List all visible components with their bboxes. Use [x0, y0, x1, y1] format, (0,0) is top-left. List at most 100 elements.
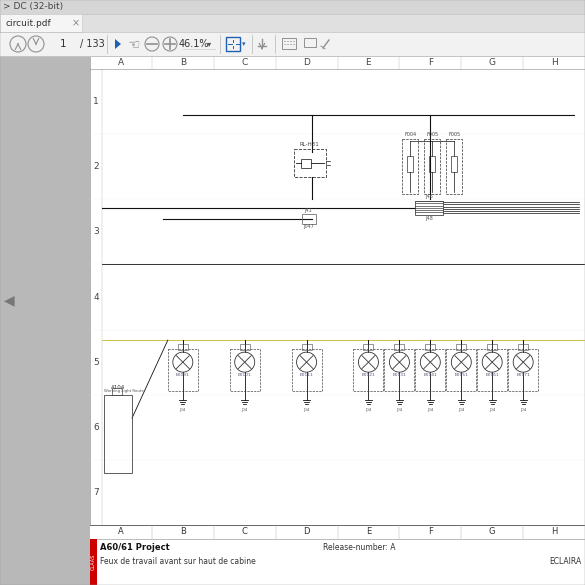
- Bar: [446, 349, 476, 391]
- Bar: [477, 349, 507, 391]
- Text: A60/61 Project: A60/61 Project: [100, 542, 170, 552]
- Polygon shape: [115, 39, 121, 49]
- Bar: [0, 32, 585, 56]
- Bar: [304, 38, 316, 47]
- Bar: [394, 344, 404, 350]
- Bar: [90, 525, 585, 585]
- Text: 46.1%: 46.1%: [179, 39, 209, 49]
- Text: E0151: E0151: [455, 373, 468, 377]
- Text: C: C: [242, 528, 247, 536]
- Bar: [456, 344, 466, 350]
- Bar: [301, 214, 315, 224]
- Text: ×: ×: [72, 18, 80, 28]
- Bar: [429, 156, 435, 172]
- Bar: [0, 14, 82, 32]
- Bar: [104, 395, 132, 473]
- Text: B: B: [180, 528, 186, 536]
- Bar: [90, 56, 585, 525]
- Text: B: B: [180, 58, 186, 67]
- Text: F: F: [428, 58, 433, 67]
- Bar: [363, 344, 373, 350]
- Text: J04: J04: [365, 408, 371, 412]
- Bar: [508, 349, 538, 391]
- Bar: [301, 159, 311, 168]
- Text: 6: 6: [93, 423, 99, 432]
- Text: H: H: [550, 58, 558, 67]
- Text: ☜: ☜: [128, 37, 140, 51]
- Text: J047: J047: [303, 224, 314, 229]
- Bar: [0, 56, 90, 585]
- Text: 1: 1: [93, 97, 99, 106]
- Text: D: D: [303, 528, 310, 536]
- Bar: [90, 539, 97, 585]
- Bar: [402, 139, 418, 194]
- Text: 4: 4: [93, 292, 99, 301]
- Bar: [226, 37, 240, 51]
- Bar: [446, 139, 462, 194]
- Text: 3: 3: [93, 228, 99, 236]
- Bar: [291, 349, 322, 391]
- Text: J04: J04: [396, 408, 402, 412]
- Text: 7: 7: [93, 488, 99, 497]
- Text: J04: J04: [304, 408, 309, 412]
- Text: J04: J04: [180, 408, 186, 412]
- Text: A104: A104: [111, 385, 125, 390]
- Text: Working Light Router: Working Light Router: [104, 388, 146, 393]
- Text: Feux de travail avant sur haut de cabine: Feux de travail avant sur haut de cabine: [100, 556, 256, 566]
- Text: H: H: [551, 528, 558, 536]
- Text: E0171: E0171: [517, 373, 530, 377]
- Text: C: C: [242, 58, 248, 67]
- Bar: [415, 201, 443, 215]
- Text: J04: J04: [458, 408, 464, 412]
- Bar: [424, 139, 441, 194]
- Text: G: G: [488, 58, 495, 67]
- Bar: [282, 38, 296, 49]
- Bar: [0, 0, 585, 14]
- Text: ▾: ▾: [242, 41, 246, 47]
- Text: A: A: [118, 58, 124, 67]
- Text: F005: F005: [448, 132, 460, 137]
- Text: > DC (32-bit): > DC (32-bit): [3, 2, 63, 12]
- Text: RL-H31: RL-H31: [300, 142, 319, 147]
- Text: E0141: E0141: [424, 373, 437, 377]
- Bar: [384, 349, 414, 391]
- Text: Release-number: A: Release-number: A: [323, 542, 395, 552]
- Bar: [168, 349, 198, 391]
- Text: / 133: / 133: [80, 39, 105, 49]
- Text: F005: F005: [426, 132, 438, 137]
- Text: 1: 1: [60, 39, 66, 49]
- Text: E0121: E0121: [362, 373, 376, 377]
- Bar: [353, 349, 383, 391]
- Bar: [451, 156, 457, 172]
- Text: CLAAS: CLAAS: [91, 554, 96, 570]
- Text: E0101: E0101: [238, 373, 252, 377]
- Text: J48: J48: [425, 216, 433, 221]
- Text: J04: J04: [242, 408, 248, 412]
- Text: J04: J04: [427, 408, 433, 412]
- Text: ECLAIRA: ECLAIRA: [550, 556, 582, 566]
- Bar: [112, 388, 122, 395]
- Text: F004: F004: [404, 132, 417, 137]
- Text: F: F: [428, 528, 433, 536]
- Bar: [240, 344, 250, 350]
- Bar: [425, 344, 435, 350]
- Text: 2: 2: [93, 162, 99, 171]
- Bar: [487, 344, 497, 350]
- Text: E: E: [366, 58, 371, 67]
- Bar: [407, 156, 414, 172]
- Text: ◀: ◀: [4, 293, 15, 307]
- Bar: [178, 344, 188, 350]
- Text: ▾: ▾: [207, 40, 211, 49]
- Text: J04: J04: [489, 408, 495, 412]
- Text: 5: 5: [93, 357, 99, 367]
- Text: E0161: E0161: [486, 373, 499, 377]
- Text: circuit.pdf: circuit.pdf: [5, 19, 51, 27]
- Bar: [301, 344, 312, 350]
- Bar: [0, 14, 585, 32]
- Text: E0091: E0091: [176, 373, 190, 377]
- Text: A: A: [118, 528, 124, 536]
- Text: G: G: [489, 528, 495, 536]
- Text: E0111: E0111: [300, 373, 314, 377]
- Bar: [230, 349, 260, 391]
- Text: D: D: [303, 58, 310, 67]
